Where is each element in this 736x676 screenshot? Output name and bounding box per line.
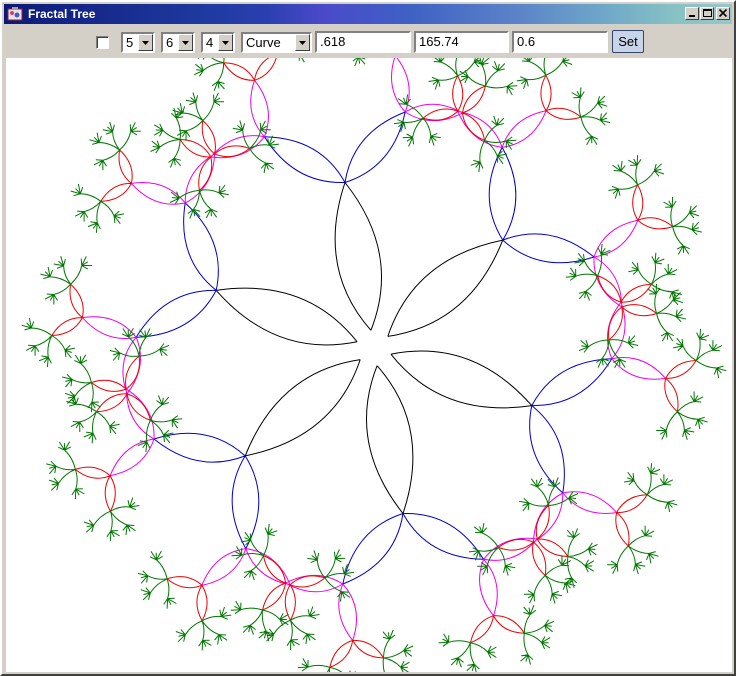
option-checkbox[interactable]	[96, 36, 109, 49]
app-icon	[7, 7, 23, 21]
branches-value: 6	[166, 35, 174, 50]
fractal-level-3	[82, 58, 666, 641]
title-bar[interactable]: Fractal Tree	[4, 4, 732, 24]
fractal-canvas[interactable]	[6, 58, 732, 672]
maximize-icon	[703, 9, 712, 17]
fractal-level-2	[135, 111, 613, 585]
branches-dropdown-button[interactable]	[178, 34, 193, 51]
factor-field[interactable]: 0.6	[512, 31, 608, 53]
close-button[interactable]	[716, 7, 730, 20]
fractal-tree-drawing	[21, 58, 727, 672]
angle-field[interactable]: 165.74	[414, 31, 509, 53]
set-button[interactable]: Set	[612, 30, 644, 53]
fractal-level-4	[51, 58, 697, 668]
fractal-level-1	[215, 182, 533, 514]
window-title: Fractal Tree	[28, 7, 96, 21]
chevron-down-icon	[142, 41, 149, 45]
levels-select[interactable]: 4	[201, 32, 235, 53]
fractal-level-5	[21, 58, 727, 672]
depth-value: 5	[126, 35, 134, 50]
chevron-down-icon	[299, 41, 306, 45]
minimize-icon	[689, 15, 695, 17]
chevron-down-icon	[182, 41, 189, 45]
close-icon	[718, 9, 728, 18]
style-select[interactable]: Curve	[241, 32, 312, 53]
branches-select[interactable]: 6	[161, 32, 195, 53]
depth-dropdown-button[interactable]	[138, 34, 153, 51]
style-value: Curve	[246, 35, 281, 50]
depth-select[interactable]: 5	[121, 32, 155, 53]
levels-value: 4	[206, 35, 214, 50]
minimize-button[interactable]	[685, 7, 699, 20]
maximize-button[interactable]	[700, 7, 714, 20]
style-dropdown-button[interactable]	[295, 34, 310, 51]
toolbar: 5 6 4 Curve .618 165.74 0.6 Set	[4, 24, 732, 58]
ratio-field[interactable]: .618	[315, 31, 411, 53]
levels-dropdown-button[interactable]	[218, 34, 233, 51]
chevron-down-icon	[222, 41, 229, 45]
